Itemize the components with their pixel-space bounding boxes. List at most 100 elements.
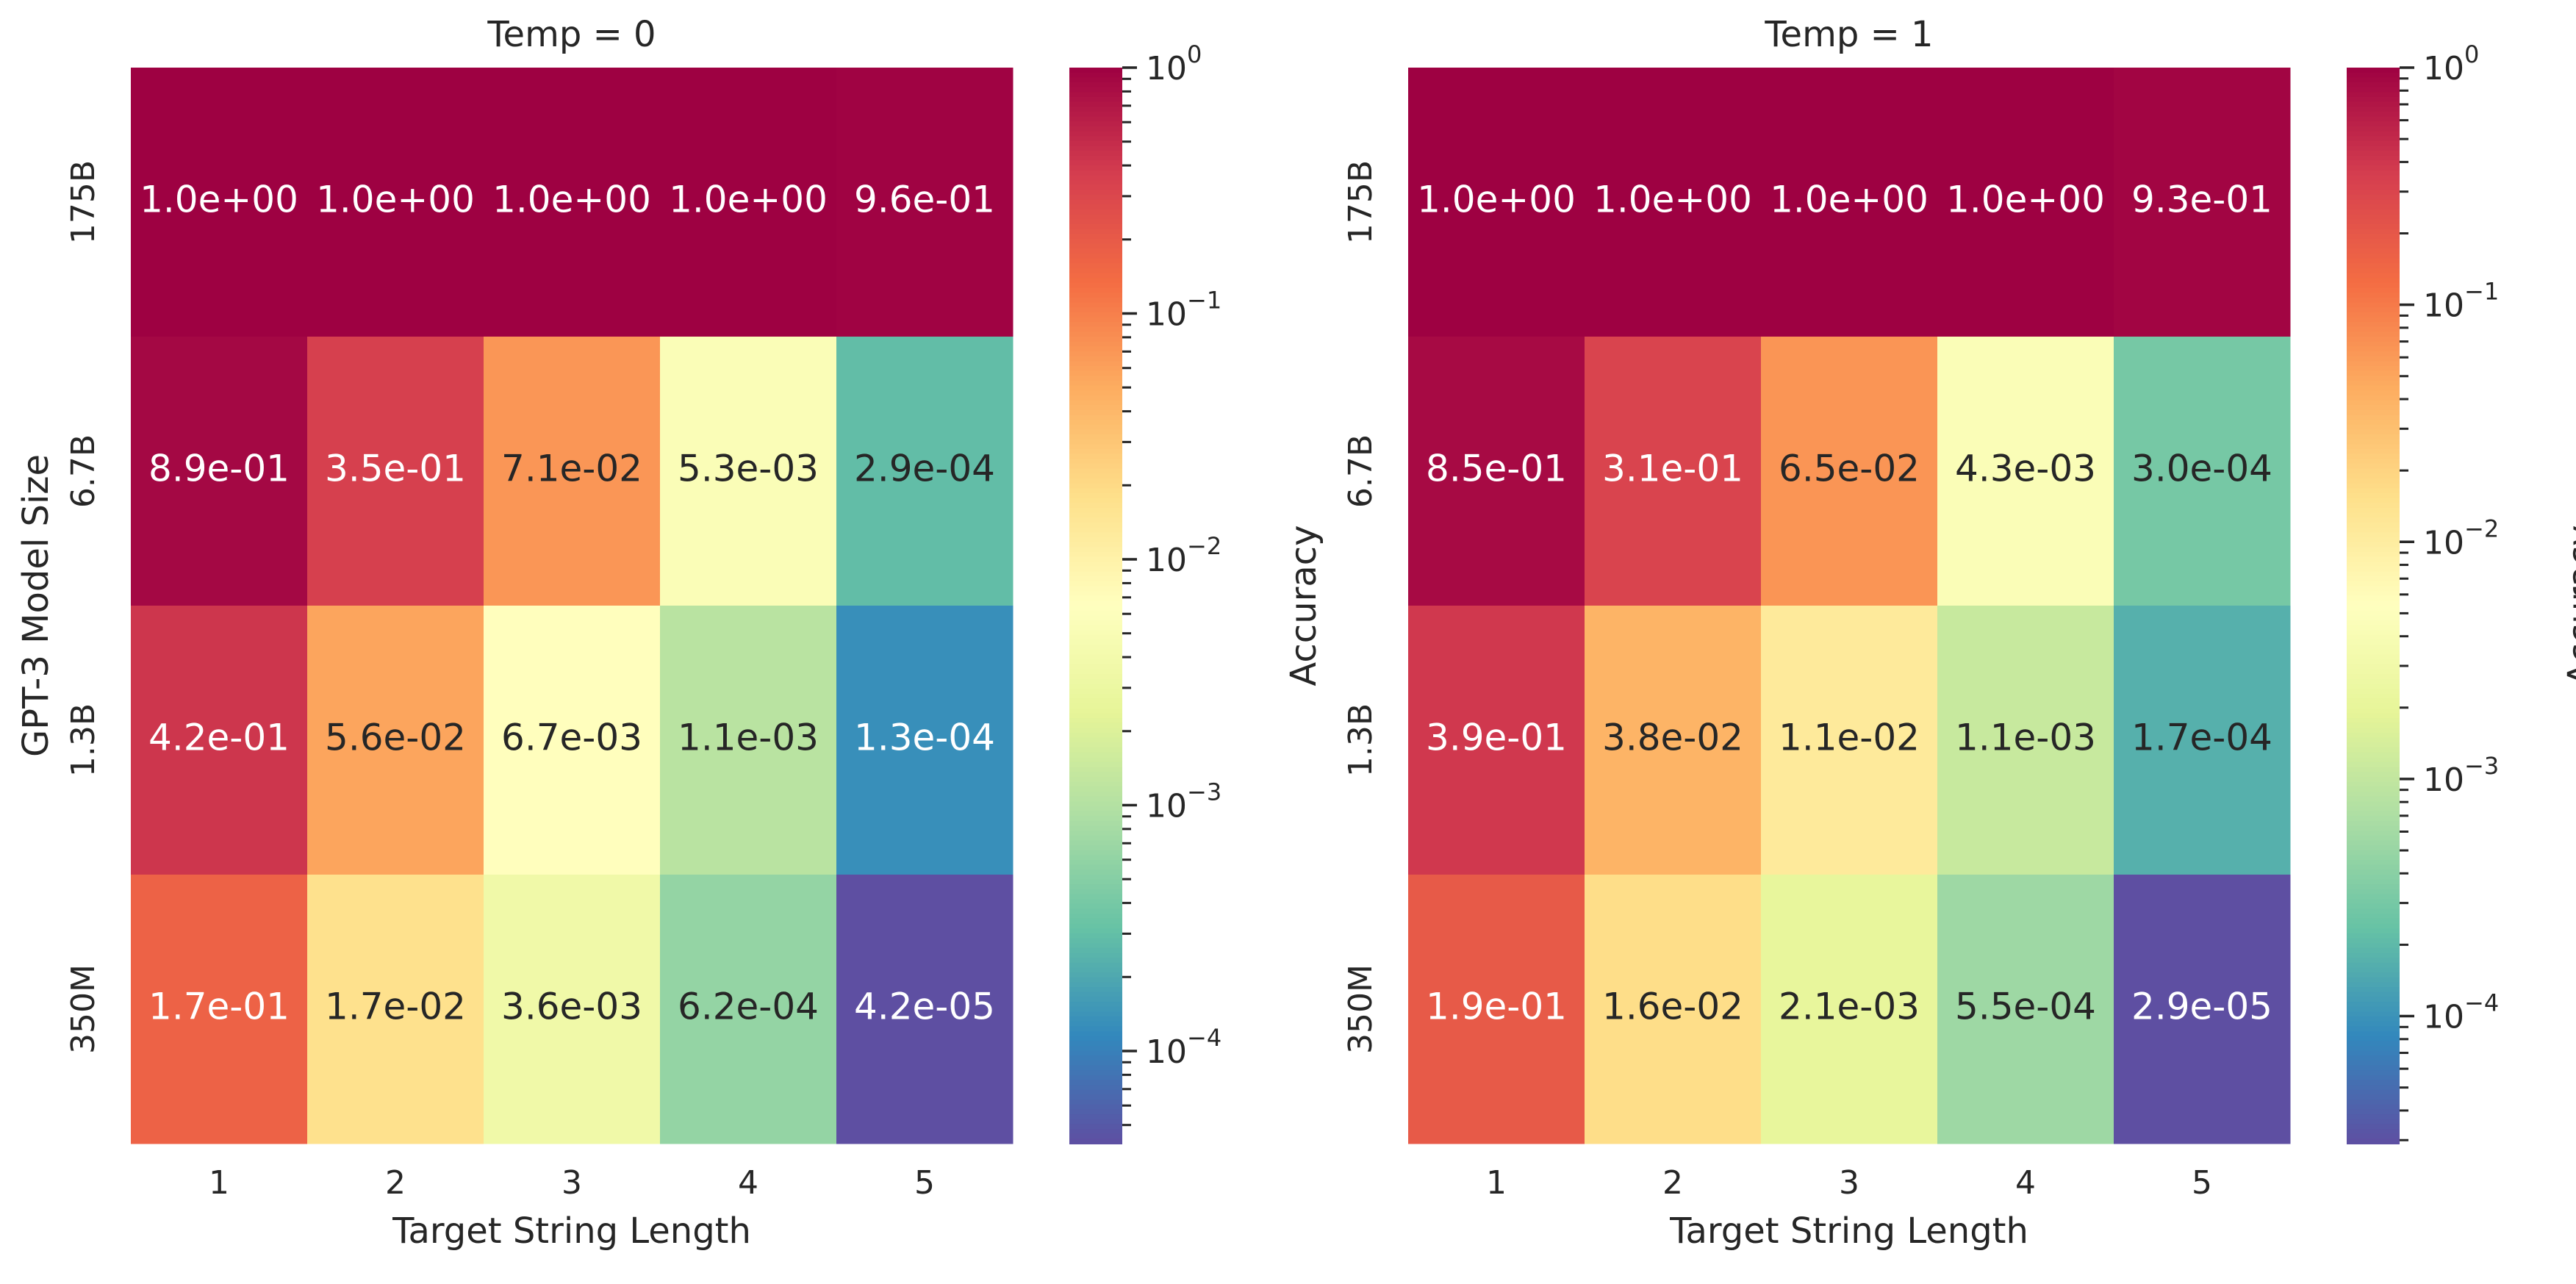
colorbar-slice [2347,121,2400,127]
colorbar-slice [1069,322,1122,328]
colorbar-slice [2347,297,2400,304]
heatmap-cell [484,68,661,337]
colorbar-slice [1069,1021,1122,1027]
x-tick-label: 4 [738,1164,758,1202]
colorbar-slice [2347,991,2400,998]
colorbar-slice [1069,669,1122,675]
colorbar-tick-label: 10−4 [1146,1024,1221,1071]
colorbar-slice [1069,752,1122,758]
colorbar-slice [2347,639,2400,646]
colorbar-slice [2347,238,2400,245]
colorbar-slice [2347,1094,2400,1101]
colorbar-slice [2347,317,2400,323]
colorbar-slice [2347,781,2400,788]
colorbar-slice [2347,620,2400,626]
cell-label: 1.7e-04 [2131,717,2272,759]
colorbar-slice [1069,429,1122,436]
colorbar-slice [1069,337,1122,342]
cell-label: 1.9e-01 [1426,986,1567,1028]
colorbar-slice [2347,263,2400,269]
colorbar-slice [2347,718,2400,724]
colorbar-slice [2347,776,2400,783]
colorbar-slice [2347,409,2400,416]
colorbar-slice [1069,390,1122,396]
colorbar-slice [1069,473,1122,479]
colorbar-slice [1069,405,1122,411]
heatmap-cell [307,606,484,875]
colorbar-slice [2347,459,2400,465]
colorbar-slice [1069,659,1122,665]
colorbar-slice [1069,1036,1122,1042]
colorbar-slice [2347,146,2400,152]
colorbar-slice [1069,1133,1122,1140]
colorbar-slice [1069,170,1122,176]
colorbar-slice [2347,1114,2400,1120]
colorbar-slice [1069,307,1122,313]
colorbar-slice [2347,390,2400,396]
colorbar-slice [1069,693,1122,700]
colorbar: 100 10−1 10−2 10−3 10−4 [1069,40,1221,1144]
colorbar-slice [1069,356,1122,362]
heatmap-cell [1585,68,1762,337]
colorbar-slice [1069,678,1122,685]
colorbar-slice [1069,146,1122,152]
cell-label: 6.7e-03 [501,717,642,759]
colorbar-slice [1069,503,1122,509]
colorbar-slice [1069,190,1122,196]
heatmap-cell [660,68,837,337]
colorbar-slice [2347,659,2400,665]
colorbar-slice [1069,620,1122,626]
colorbar-slice [1069,1030,1122,1037]
colorbar-slice [1069,791,1122,797]
colorbar-slice [1069,689,1122,695]
colorbar-slice [2347,591,2400,597]
colorbar-slice [1069,287,1122,294]
colorbar-slice [2347,175,2400,182]
heatmap-cell [1937,606,2114,875]
colorbar-slice [2347,562,2400,567]
colorbar-slice [1069,664,1122,670]
heatmap-cell [1585,875,1762,1144]
colorbar-slice [2347,576,2400,582]
colorbar-slice [2347,806,2400,812]
colorbar-slice [2347,522,2400,528]
colorbar-slice [1069,527,1122,534]
colorbar-slice [2347,1085,2400,1091]
colorbar-slice [2347,126,2400,132]
colorbar-slice [2347,772,2400,778]
colorbar-slice [1069,439,1122,445]
colorbar-slice [1069,424,1122,431]
colorbar-slice [1069,875,1122,880]
colorbar-slice [2347,370,2400,377]
colorbar-slice [2347,96,2400,103]
colorbar-slice [2347,982,2400,989]
colorbar-slice [1069,1114,1122,1120]
colorbar-slice [1069,478,1122,484]
colorbar-slice [2347,654,2400,661]
cell-label: 4.2e-01 [148,717,290,759]
cell-label: 1.0e+00 [1593,179,1752,221]
cell-label: 3.8e-02 [1602,717,1743,759]
cell-label: 1.0e+00 [492,179,651,221]
colorbar-slice [2347,92,2400,98]
colorbar-slice [1069,92,1122,98]
colorbar-tick-label: 10−2 [1146,532,1221,579]
colorbar-slice [2347,439,2400,445]
colorbar-slice [1069,498,1122,504]
colorbar-tick-label: 10−1 [1146,286,1221,333]
colorbar-slice [1069,796,1122,803]
x-tick-label: 5 [2192,1164,2212,1202]
heatmap-cell [836,606,1013,875]
colorbar-slice [2347,958,2400,964]
colorbar-slice [2347,434,2400,440]
colorbar-tick-label: 10−3 [2423,752,2499,799]
colorbar-slice [2347,184,2400,191]
colorbar-tick-label: 10−3 [1146,778,1221,825]
colorbar-slice [2347,879,2400,886]
cell-label: 7.1e-02 [501,448,642,490]
colorbar-slice [2347,791,2400,797]
colorbar-slice [2347,556,2400,563]
colorbar-slice [2347,464,2400,470]
colorbar-slice [2347,507,2400,514]
